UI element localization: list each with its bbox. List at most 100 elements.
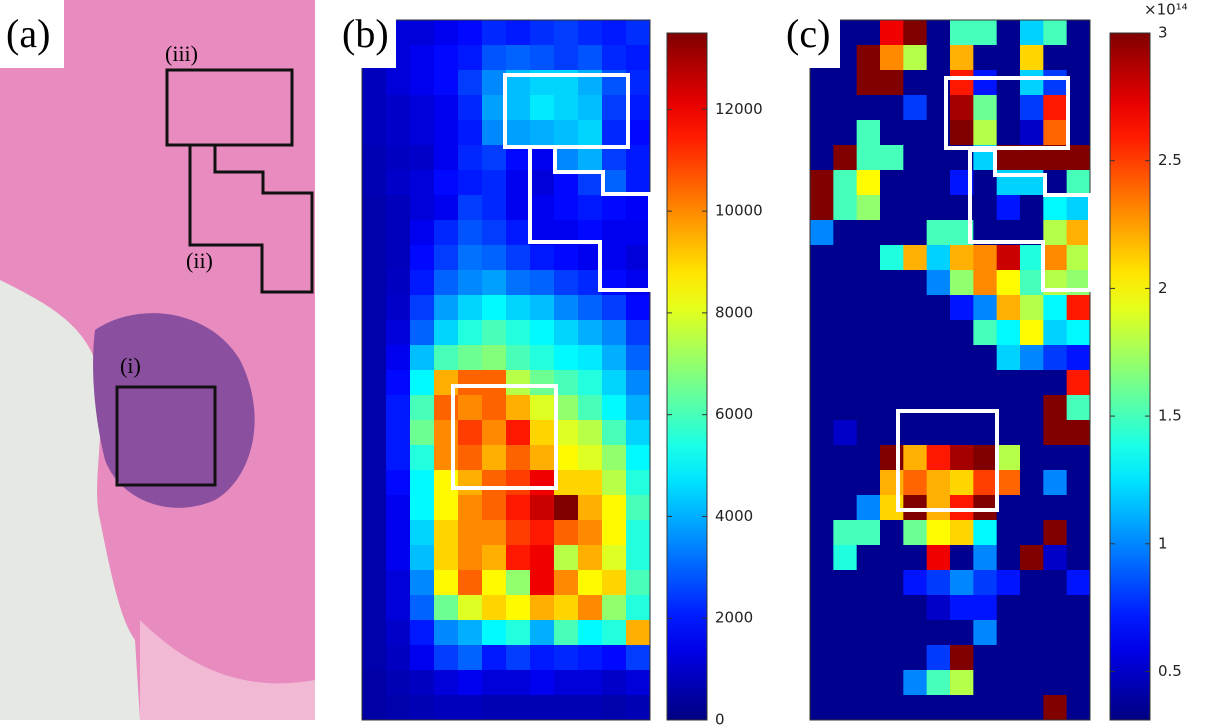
heat-cell [903,195,927,221]
heat-cell [1043,370,1067,396]
heat-cell [1067,570,1091,596]
heat-cell [903,120,927,146]
colorbar-tick-label: 8000 [715,303,753,321]
heat-cell [458,295,483,321]
heat-cell [410,345,435,371]
region-label: (iii) [165,41,198,66]
heat-cell [973,20,997,46]
heat-cell [362,370,387,396]
heat-cell [506,195,531,221]
heat-cell [833,195,857,221]
heat-cell [554,570,579,596]
heat-cell [857,220,881,246]
heat-cell [880,220,904,246]
heat-cell [602,370,627,396]
heat-cell [410,570,435,596]
heat-cell [880,95,904,121]
heat-cell [530,645,555,671]
heat-cell [1043,295,1067,321]
heat-cell [810,495,834,521]
heat-cell [1020,595,1044,621]
heat-cell [810,645,834,671]
heat-cell [386,445,411,471]
heat-cell [880,170,904,196]
heat-cell [626,545,651,571]
heat-cell [602,670,627,696]
heat-cell [506,345,531,371]
heat-cell [602,395,627,421]
heat-cell [626,370,651,396]
heat-cell [530,495,555,521]
heat-cell [530,595,555,621]
heat-cell [1020,270,1044,296]
heat-cell [950,670,974,696]
heat-cell [410,595,435,621]
heat-cell [410,520,435,546]
heat-cell [857,245,881,271]
heat-cell [626,495,651,521]
colorbar-tick-label: 6000 [715,405,753,423]
heat-cell [434,245,459,271]
heat-cell [506,470,531,496]
heat-cell [554,495,579,521]
heat-cell [554,595,579,621]
heat-cell [997,695,1021,721]
heat-cell [1043,520,1067,546]
heat-cell [950,20,974,46]
heat-cell [903,595,927,621]
heat-cell [578,595,603,621]
heat-cell [410,45,435,71]
heat-cell [880,45,904,71]
heat-cell [927,220,951,246]
heat-cell [602,645,627,671]
heat-cell [903,145,927,171]
heat-cell [1020,645,1044,671]
heat-cell [857,170,881,196]
heat-cell [810,345,834,371]
heat-cell [410,270,435,296]
heat-cell [833,70,857,96]
heat-cell [1067,20,1091,46]
heat-cell [578,570,603,596]
panel-label: (c) [786,11,830,56]
heat-cell [458,270,483,296]
heat-cell [903,620,927,646]
heat-cell [1067,420,1091,446]
heat-cell [410,320,435,346]
heat-cell [434,695,459,721]
heat-cell [950,320,974,346]
heat-cell [950,470,974,496]
heat-cell [833,470,857,496]
heat-cell [927,545,951,571]
heat-cell [833,620,857,646]
heat-cell [458,145,483,171]
heat-cell [482,195,507,221]
heat-cell [903,395,927,421]
heat-cell [997,295,1021,321]
heat-cell [458,195,483,221]
heat-cell [973,345,997,371]
heat-cell [903,20,927,46]
heat-cell [434,520,459,546]
heat-cell [506,245,531,271]
heat-cell [554,45,579,71]
heat-cell [458,595,483,621]
heat-cell [1067,645,1091,671]
histology-panel: (iii) (ii) (i) (a) [0,0,315,720]
heat-cell [857,645,881,671]
heat-cell [1067,95,1091,121]
colorbar-multiplier: ×10¹⁴ [1144,1,1188,19]
heat-cell [880,345,904,371]
heat-cell [857,520,881,546]
heat-cell [857,195,881,221]
heat-cell [530,470,555,496]
heat-cell [810,595,834,621]
heat-cell [973,120,997,146]
heat-cell [880,145,904,171]
heat-cell [482,295,507,321]
heat-cell [927,645,951,671]
heat-cell [362,345,387,371]
heat-cell [997,45,1021,71]
heat-cell [530,320,555,346]
heat-cell [506,520,531,546]
